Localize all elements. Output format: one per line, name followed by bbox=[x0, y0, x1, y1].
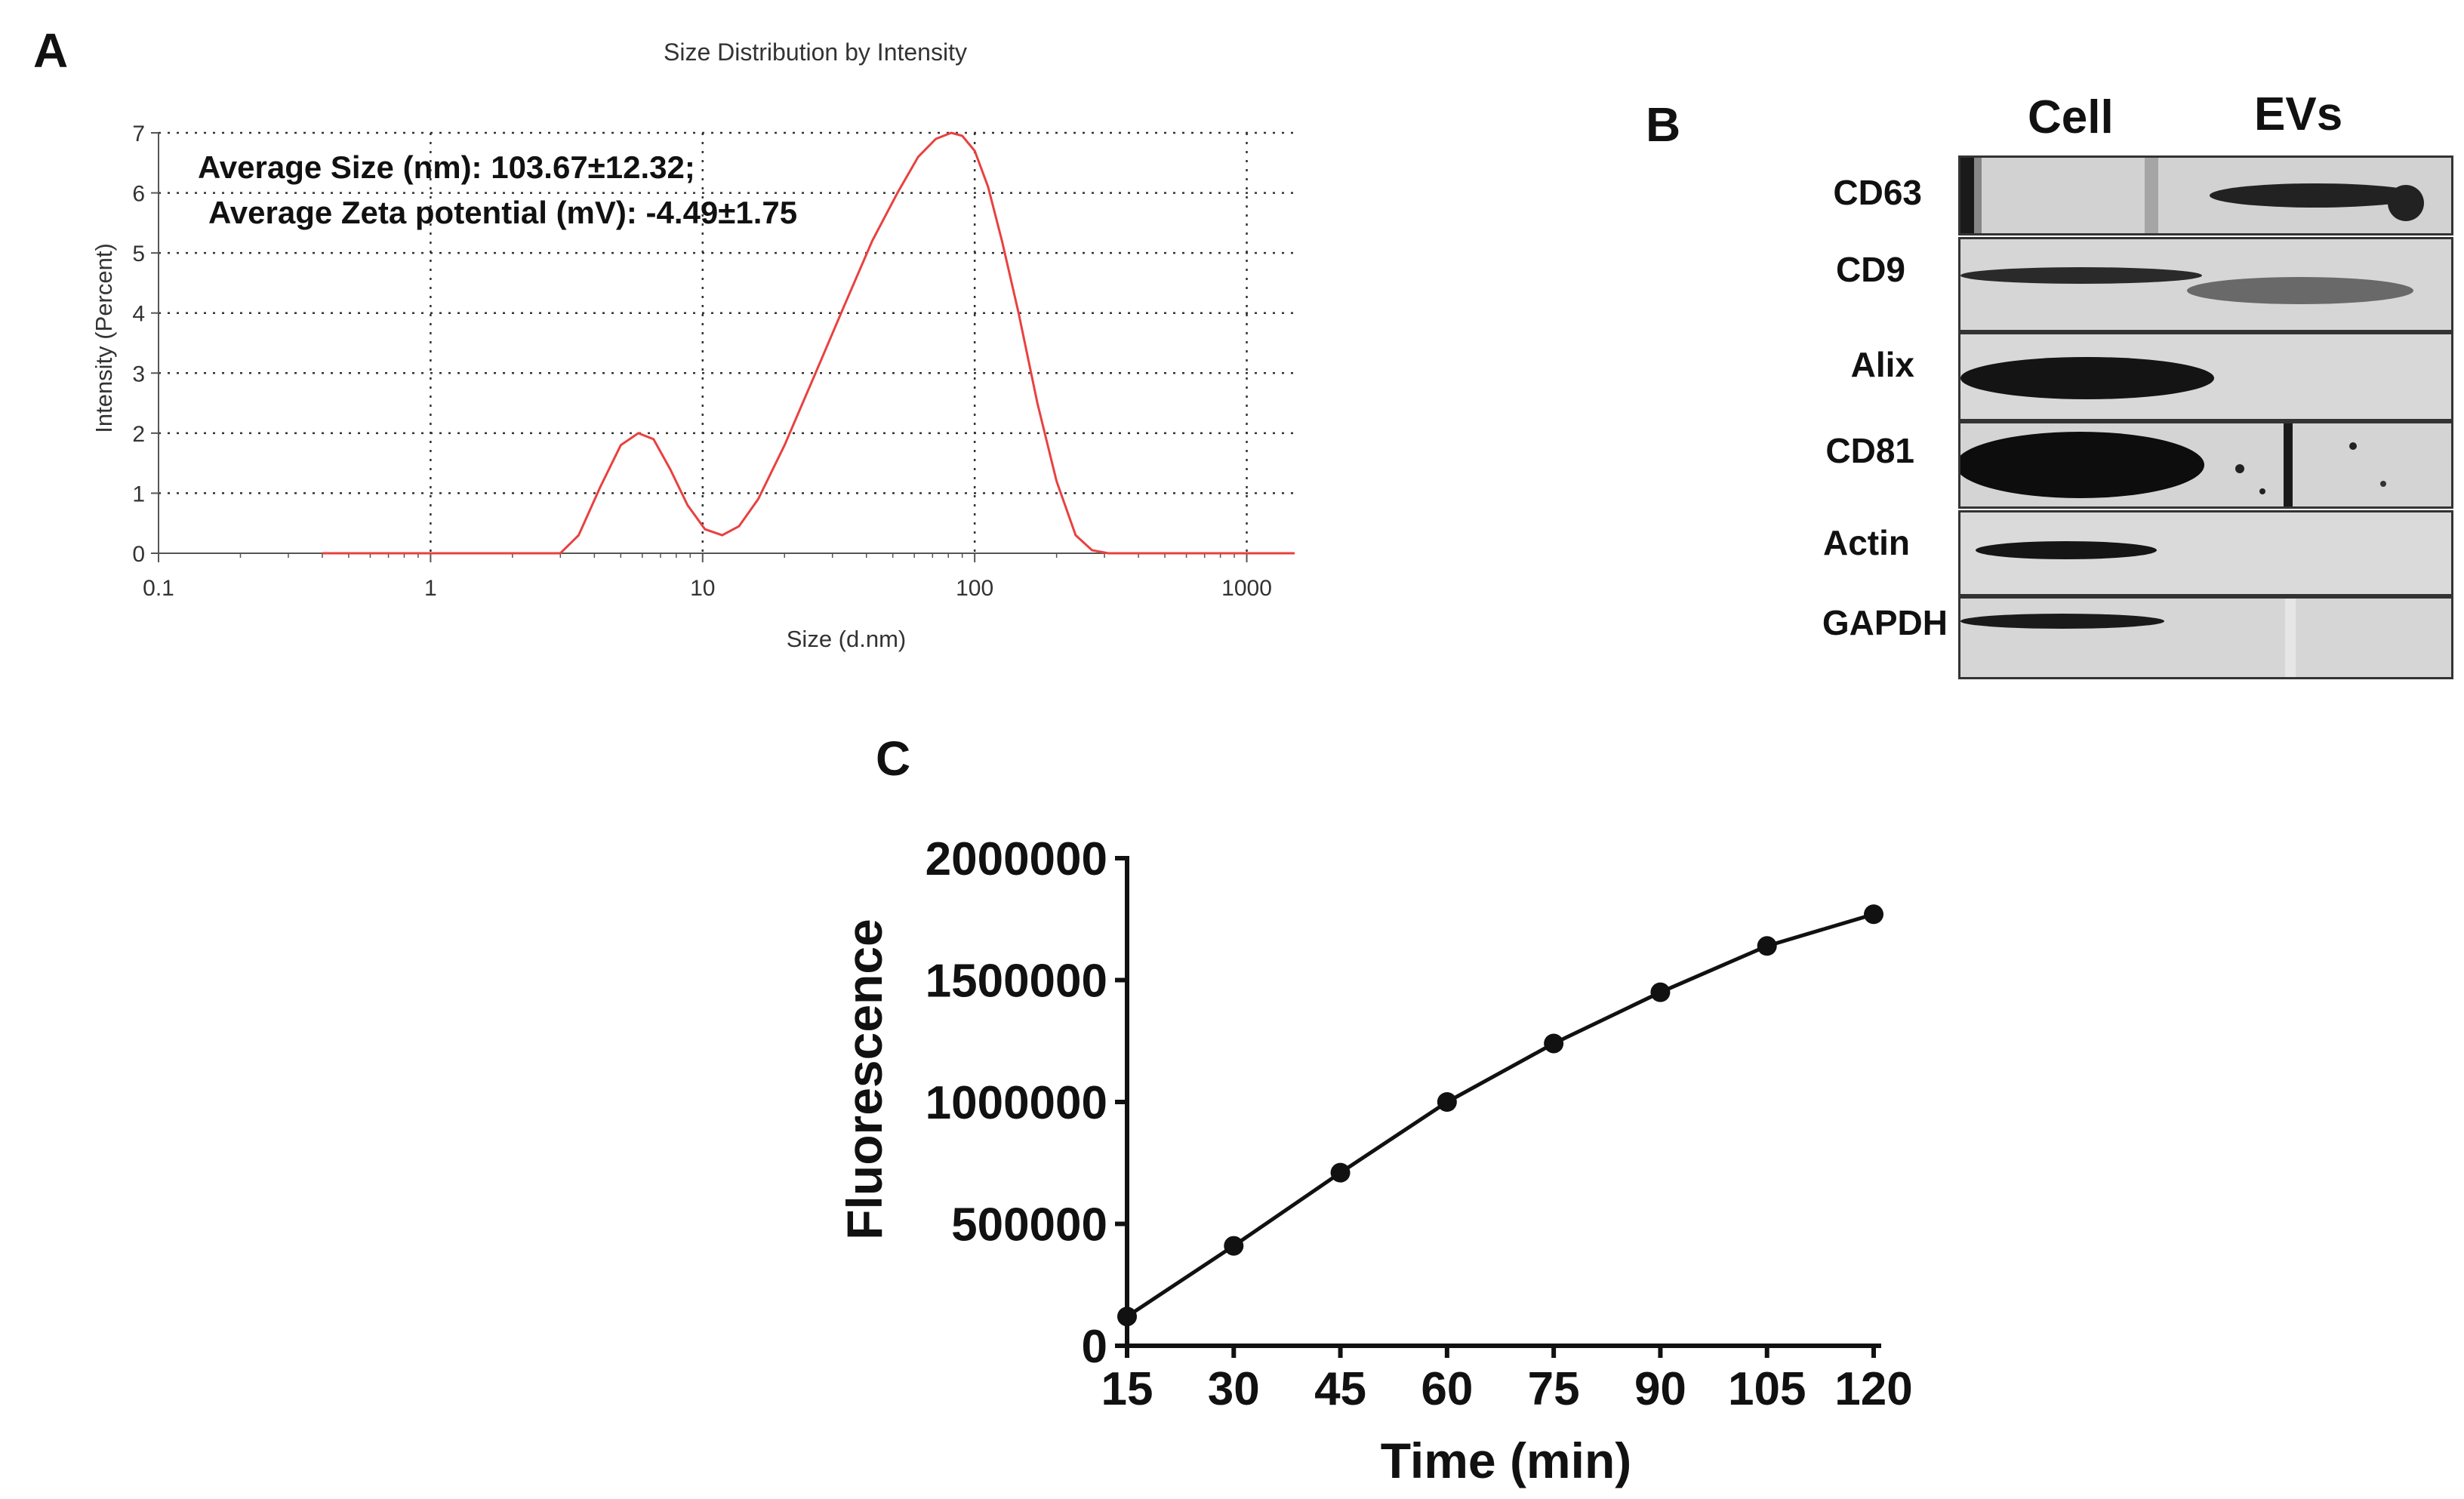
chart-c-x-tick-label: 15 bbox=[1101, 1363, 1153, 1415]
blot-bands-cd63 bbox=[1960, 158, 2424, 233]
chart-c-point bbox=[1864, 904, 1883, 925]
chart-c-point bbox=[1650, 982, 1671, 1002]
chart-c-point bbox=[1757, 936, 1777, 956]
chart-a-grid bbox=[159, 131, 1295, 553]
blot-strip-alix bbox=[1958, 332, 2453, 421]
chart-a-x-tick-label: 1000 bbox=[1221, 576, 1272, 601]
fluorescence-time-chart: 0 500000 1000000 1500000 2000000 15 30 45 60 75 90… bbox=[836, 833, 1913, 1488]
chart-a-y-tick-label: 1 bbox=[132, 482, 145, 506]
chart-a-y-tick-label: 2 bbox=[132, 422, 145, 447]
chart-a-y-label: Intensity (Percent) bbox=[91, 243, 117, 433]
blot-bands-gapdh bbox=[1960, 599, 2296, 677]
chart-c-point bbox=[1437, 1092, 1457, 1112]
chart-c-y-tick-label: 1000000 bbox=[926, 1077, 1107, 1129]
chart-c-y-tick-label: 500000 bbox=[951, 1199, 1107, 1251]
panel-a-label: A bbox=[33, 23, 69, 78]
chart-c-x-tick-label: 45 bbox=[1314, 1363, 1366, 1415]
blot-label-gapdh: GAPDH bbox=[1822, 603, 1948, 642]
blot-label-alix: Alix bbox=[1850, 345, 1914, 384]
panel-b-label: B bbox=[1646, 97, 1681, 152]
chart-a-x-tick-label: 10 bbox=[690, 576, 715, 601]
chart-c-x-label: Time (min) bbox=[1381, 1433, 1631, 1488]
blot-strip-cd81 bbox=[1958, 421, 2453, 509]
blot-label-actin: Actin bbox=[1823, 523, 1910, 562]
chart-a-y-tick-label: 5 bbox=[132, 242, 145, 266]
chart-c-x-tick-label: 75 bbox=[1528, 1363, 1580, 1415]
blot-bands-actin bbox=[1976, 541, 2157, 559]
blot-label-cd63: CD63 bbox=[1833, 173, 1922, 212]
chart-a-y-tick-label: 0 bbox=[132, 542, 145, 567]
chart-a-x-tick-label: 0.1 bbox=[143, 576, 174, 601]
chart-c-ticks: 0 500000 1000000 1500000 2000000 15 30 45 60 75 90… bbox=[926, 833, 1913, 1415]
size-distribution-chart: Size Distribution by Intensity 012345670… bbox=[91, 38, 1295, 652]
chart-c-points bbox=[1117, 904, 1883, 1327]
chart-c-fluorescence-line bbox=[1126, 912, 1874, 1319]
chart-a-annotation-avg-size: Average Size (nm): 103.67±12.32; bbox=[198, 149, 695, 185]
blot-label-cd81: CD81 bbox=[1825, 431, 1914, 470]
blot-strip-cd63 bbox=[1958, 155, 2453, 235]
blot-strip-gapdh bbox=[1958, 596, 2453, 679]
chart-c-point bbox=[1224, 1236, 1244, 1256]
chart-a-x-tick-label: 1 bbox=[424, 576, 437, 601]
chart-c-y-tick-label: 0 bbox=[1082, 1321, 1107, 1373]
chart-c-x-tick-label: 90 bbox=[1634, 1363, 1686, 1415]
blot-bands-alix bbox=[1960, 357, 2214, 399]
chart-c-y-tick-label: 2000000 bbox=[926, 833, 1107, 885]
chart-a-annotation-zeta: Average Zeta potential (mV): -4.49±1.75 bbox=[208, 195, 797, 230]
chart-a-y-tick-label: 3 bbox=[132, 362, 145, 386]
chart-a-y-tick-label: 7 bbox=[132, 122, 145, 146]
blot-bands-cd9 bbox=[1960, 267, 2413, 304]
chart-c-x-tick-label: 60 bbox=[1421, 1363, 1473, 1415]
blot-strip-cd9 bbox=[1958, 237, 2453, 332]
chart-c-y-tick-label: 1500000 bbox=[926, 956, 1107, 1008]
chart-c-y-label: Fluorescence bbox=[836, 919, 892, 1240]
blot-strip-actin bbox=[1958, 510, 2453, 596]
blot-bands-cd81 bbox=[1960, 423, 2386, 506]
panel-c-label: C bbox=[876, 731, 911, 786]
chart-a-y-tick-label: 6 bbox=[132, 182, 145, 207]
chart-a-intensity-line bbox=[322, 131, 1295, 555]
chart-c-x-tick-label: 105 bbox=[1728, 1363, 1806, 1415]
lane-label-cell: Cell bbox=[2028, 91, 2114, 143]
blot-label-cd9: CD9 bbox=[1835, 250, 1905, 289]
chart-a-ticks: 0 1 2 3 4 5 6 7 0.1 1 10 100 1000 bbox=[132, 122, 1272, 601]
chart-c-point bbox=[1117, 1307, 1137, 1327]
chart-c-point bbox=[1330, 1162, 1351, 1183]
chart-c-x-tick-label: 30 bbox=[1208, 1363, 1260, 1415]
lane-label-evs: EVs bbox=[2254, 88, 2343, 140]
chart-a-y-tick-label: 4 bbox=[132, 302, 145, 327]
chart-c-point bbox=[1544, 1033, 1564, 1054]
chart-a-x-label: Size (d.nm) bbox=[787, 626, 906, 652]
chart-c-x-tick-label: 120 bbox=[1834, 1363, 1912, 1415]
chart-a-title: Size Distribution by Intensity bbox=[664, 38, 967, 66]
chart-a-x-tick-label: 100 bbox=[956, 576, 993, 601]
